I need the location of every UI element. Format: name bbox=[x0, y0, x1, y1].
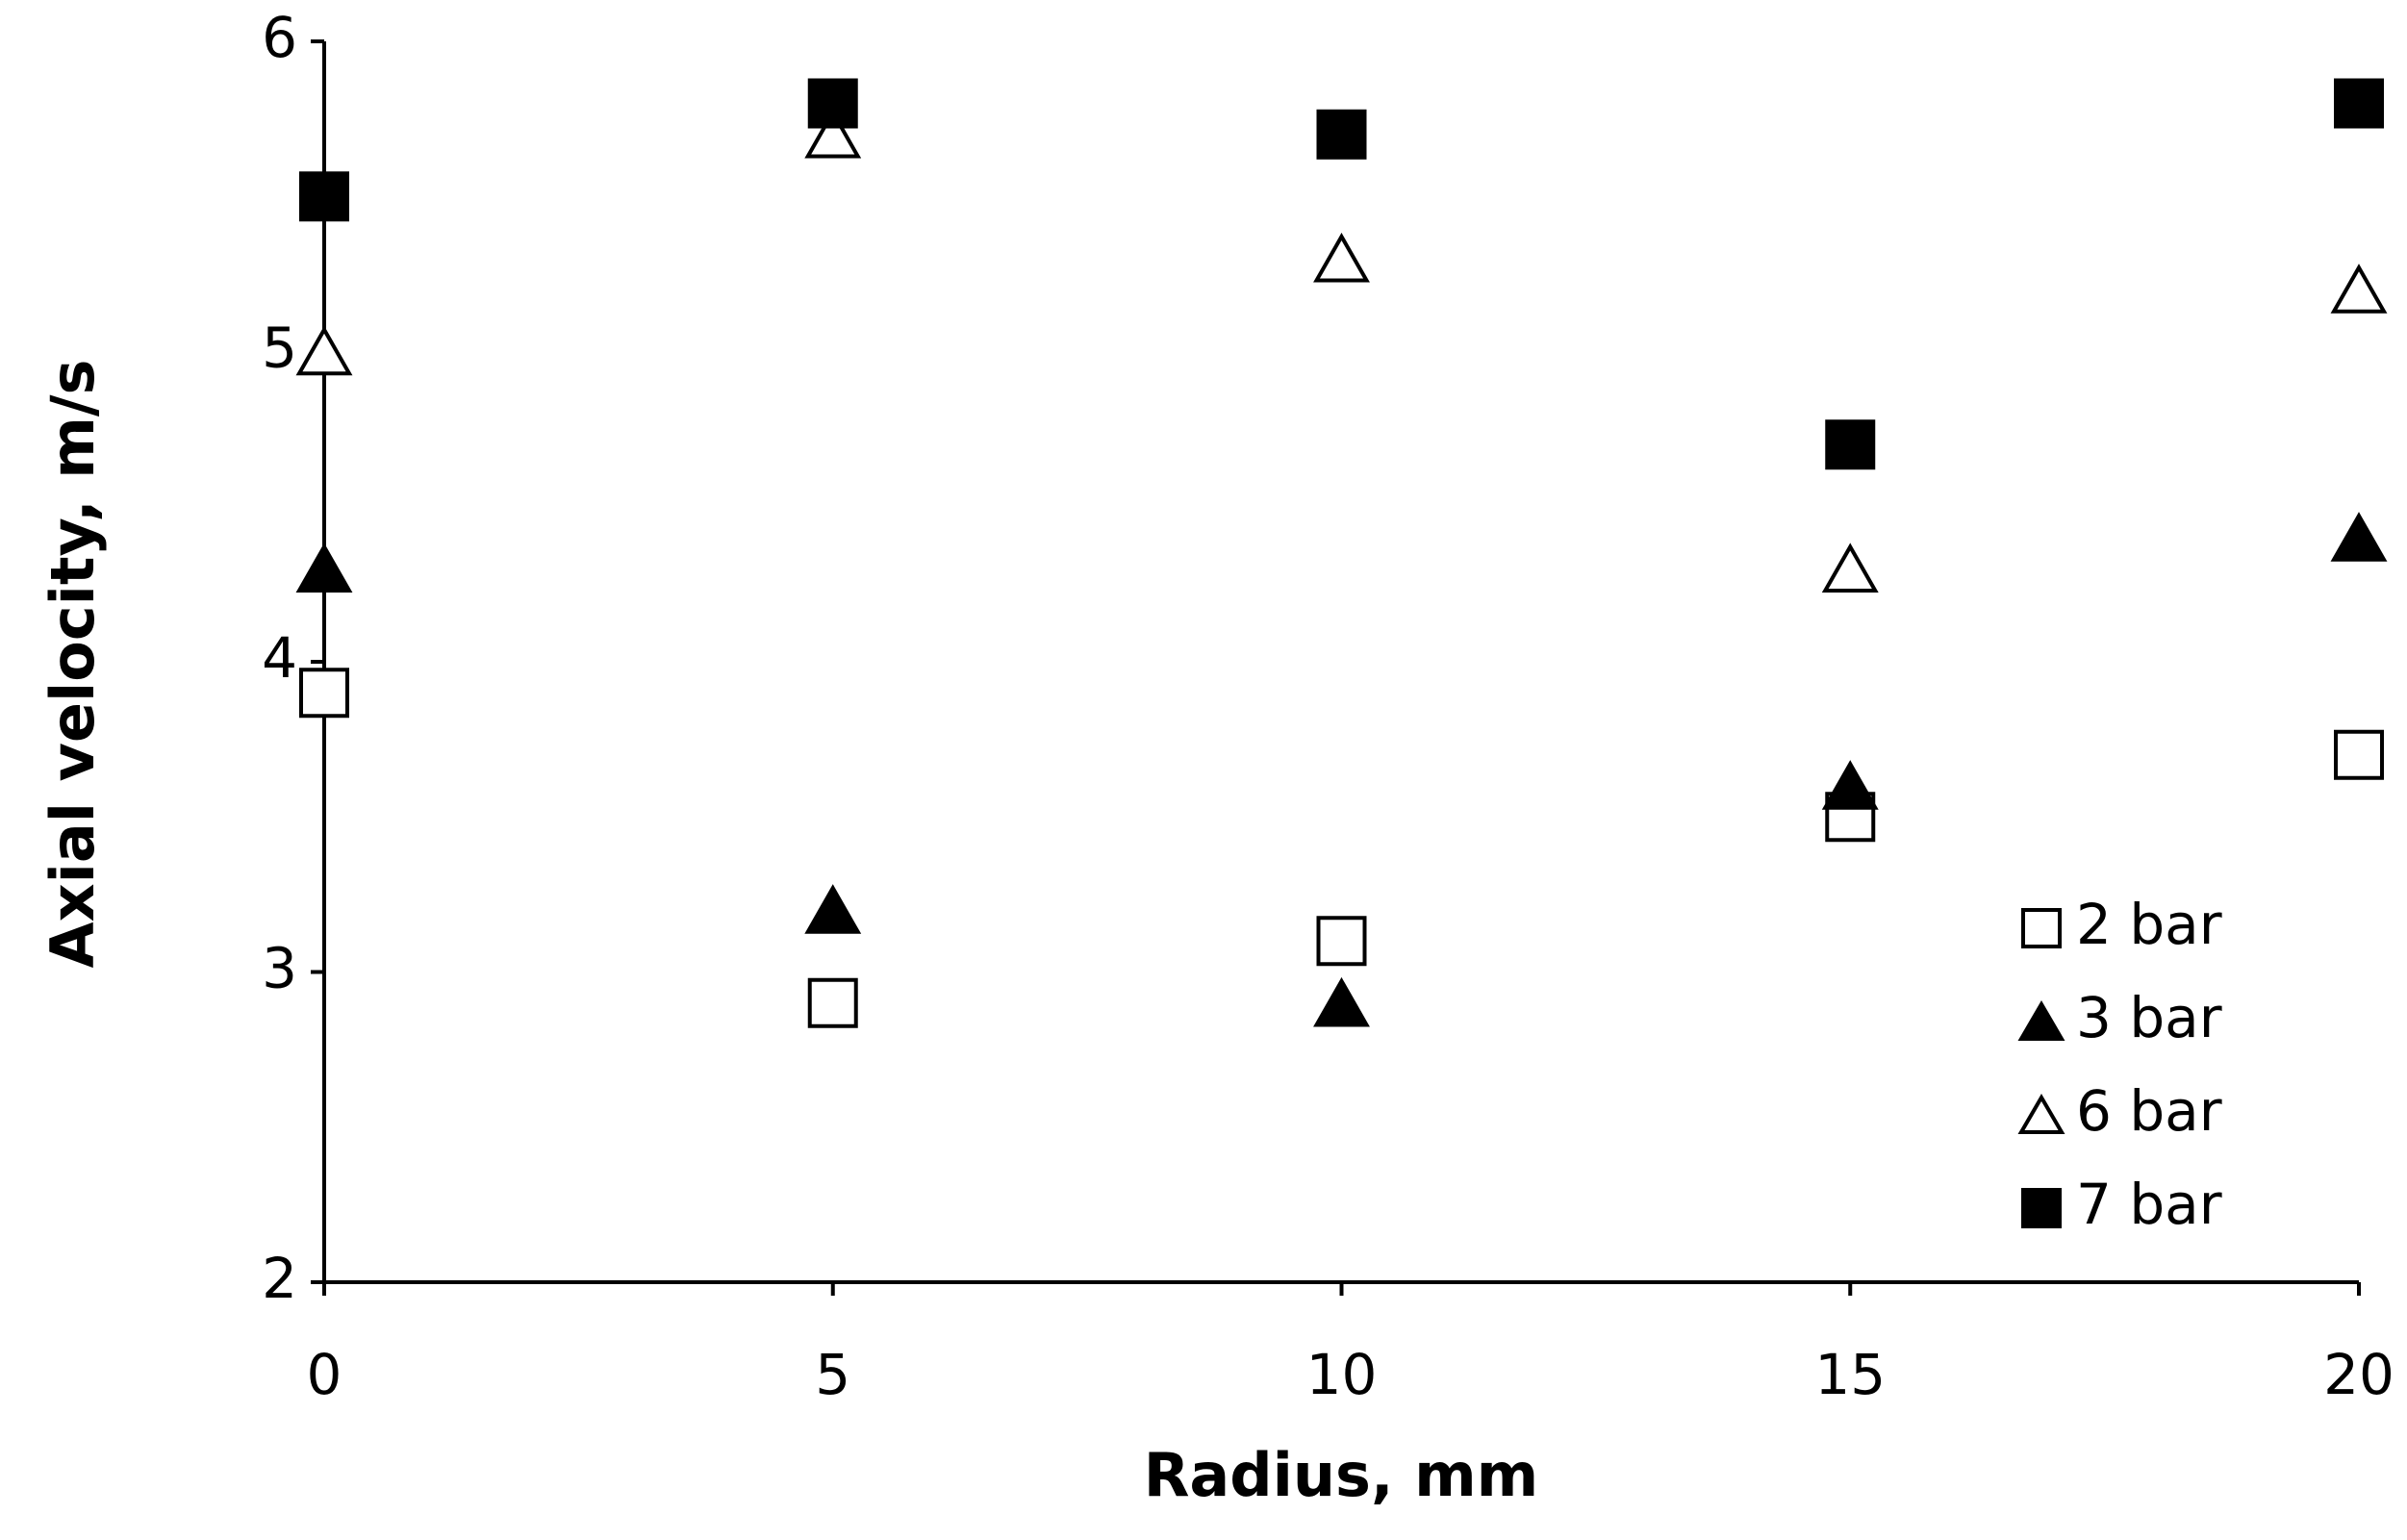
legend-label: 6 bar bbox=[2076, 1078, 2222, 1144]
legend-marker bbox=[2021, 1188, 2062, 1228]
y-tick-label: 3 bbox=[262, 936, 297, 1001]
x-tick-label: 15 bbox=[1814, 1342, 1886, 1407]
point bbox=[295, 543, 353, 593]
point bbox=[2330, 264, 2388, 314]
point bbox=[804, 884, 862, 934]
point bbox=[807, 977, 858, 1028]
x-axis-label: Radius, mm bbox=[1144, 1440, 1539, 1510]
point bbox=[1313, 232, 1370, 283]
point bbox=[1313, 976, 1370, 1027]
point bbox=[1316, 916, 1367, 967]
y-tick-label: 4 bbox=[262, 625, 297, 691]
legend-marker bbox=[2017, 999, 2065, 1042]
point bbox=[2330, 512, 2388, 562]
y-tick-label: 2 bbox=[262, 1246, 297, 1311]
point bbox=[299, 171, 349, 222]
point bbox=[1316, 109, 1367, 160]
point bbox=[2334, 78, 2384, 129]
y-tick-label: 5 bbox=[262, 316, 297, 381]
legend-label: 3 bar bbox=[2076, 985, 2222, 1050]
legend-label: 2 bar bbox=[2076, 892, 2222, 957]
point bbox=[807, 78, 858, 129]
point bbox=[1821, 543, 1879, 593]
x-tick-label: 10 bbox=[1306, 1342, 1378, 1407]
point bbox=[1821, 760, 1879, 810]
x-tick-label: 5 bbox=[815, 1342, 850, 1407]
point bbox=[804, 108, 862, 159]
x-tick-label: 0 bbox=[307, 1342, 342, 1407]
y-tick-label: 6 bbox=[262, 5, 297, 70]
legend-marker bbox=[2017, 1093, 2065, 1135]
y-axis-label: Axial velocity, m/s bbox=[38, 360, 108, 969]
point bbox=[295, 325, 353, 376]
legend-marker bbox=[2021, 908, 2062, 948]
point bbox=[299, 668, 349, 719]
x-tick-label: 20 bbox=[2323, 1342, 2394, 1407]
legend-label: 7 bar bbox=[2076, 1172, 2222, 1237]
point bbox=[2334, 729, 2384, 780]
point bbox=[1825, 419, 1876, 470]
